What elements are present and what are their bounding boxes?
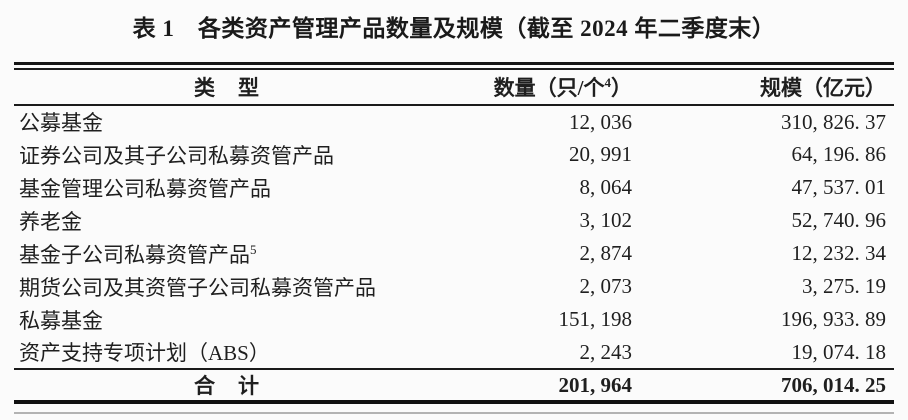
type-cell: 养老金 (19, 209, 82, 234)
total-row: 合 计 201, 964 706, 014. 25 (14, 369, 894, 404)
scale-cell: 12, 232. 34 (791, 241, 887, 265)
type-text: 基金子公司私募资管产品 (19, 242, 250, 267)
header-type: 类 型 (14, 70, 440, 106)
table-title: 表 1 各类资产管理产品数量及规模（截至 2024 年二季度末） (132, 16, 776, 41)
total-label: 合 计 (14, 369, 440, 404)
scale-cell: 64, 196. 86 (791, 142, 887, 166)
table-row: 期货公司及其资管子公司私募资管产品 2, 073 3, 275. 19 (14, 270, 894, 303)
type-cell: 资产支持专项计划（ABS） (14, 336, 440, 370)
header-quantity-close: ） (611, 76, 632, 100)
table-header-row: 类 型 数量（只/个4） 规模（亿元） (14, 70, 894, 106)
quantity-cell: 8, 064 (579, 175, 633, 199)
header-quantity-text: 数量（只/个 (493, 76, 605, 100)
total-quantity: 201, 964 (440, 369, 640, 404)
quantity-cell: 2, 874 (579, 241, 633, 265)
scale-cell: 3, 275. 19 (802, 274, 886, 298)
asset-management-table: 类 型 数量（只/个4） 规模（亿元） 公募基金 12, 036 310, 82… (14, 62, 894, 404)
top-rule-thin (14, 68, 894, 70)
scale-cell: 47, 537. 01 (791, 175, 887, 199)
table-row: 证券公司及其子公司私募资管产品 20, 991 64, 196. 86 (14, 138, 894, 171)
quantity-cell: 3, 102 (579, 208, 633, 232)
footnote-ref-4: 4 (604, 75, 612, 90)
table-row: 公募基金 12, 036 310, 826. 37 (14, 105, 894, 138)
scale-cell: 52, 740. 96 (791, 208, 887, 232)
type-cell: 基金子公司私募资管产品5 (14, 237, 440, 270)
table-row: 私募基金 151, 198 196, 933. 89 (14, 303, 894, 336)
type-cell: 公募基金 (19, 111, 103, 135)
scale-cell: 310, 826. 37 (781, 109, 886, 134)
type-cell: 证券公司及其子公司私募资管产品 (19, 143, 334, 168)
type-cell: 期货公司及其资管子公司私募资管产品 (19, 275, 376, 300)
type-cell: 基金管理公司私募资管产品 (19, 176, 271, 201)
footnote-ref-5: 5 (250, 241, 257, 257)
header-scale: 规模（亿元） (640, 70, 894, 106)
table-row: 养老金 3, 102 52, 740. 96 (14, 204, 894, 237)
table-row: 基金管理公司私募资管产品 8, 064 47, 537. 01 (14, 171, 894, 204)
quantity-cell: 2, 073 (579, 274, 633, 298)
quantity-cell: 20, 991 (569, 142, 632, 166)
header-quantity: 数量（只/个4） (440, 70, 640, 106)
total-scale: 706, 014. 25 (640, 369, 894, 404)
bottom-faint-rule (14, 412, 894, 414)
data-table: 类 型 数量（只/个4） 规模（亿元） 公募基金 12, 036 310, 82… (14, 70, 894, 404)
quantity-cell: 151, 198 (558, 307, 633, 331)
table-row: 基金子公司私募资管产品5 2, 874 12, 232. 34 (14, 237, 894, 270)
scale-cell: 19, 074. 18 (640, 336, 894, 370)
table-row: 资产支持专项计划（ABS） 2, 243 19, 074. 18 (14, 336, 894, 370)
quantity-cell: 12, 036 (569, 109, 632, 134)
type-cell: 私募基金 (19, 308, 103, 333)
scale-cell: 196, 933. 89 (781, 307, 886, 331)
top-rule-thick (14, 62, 894, 65)
quantity-cell: 2, 243 (440, 336, 640, 370)
